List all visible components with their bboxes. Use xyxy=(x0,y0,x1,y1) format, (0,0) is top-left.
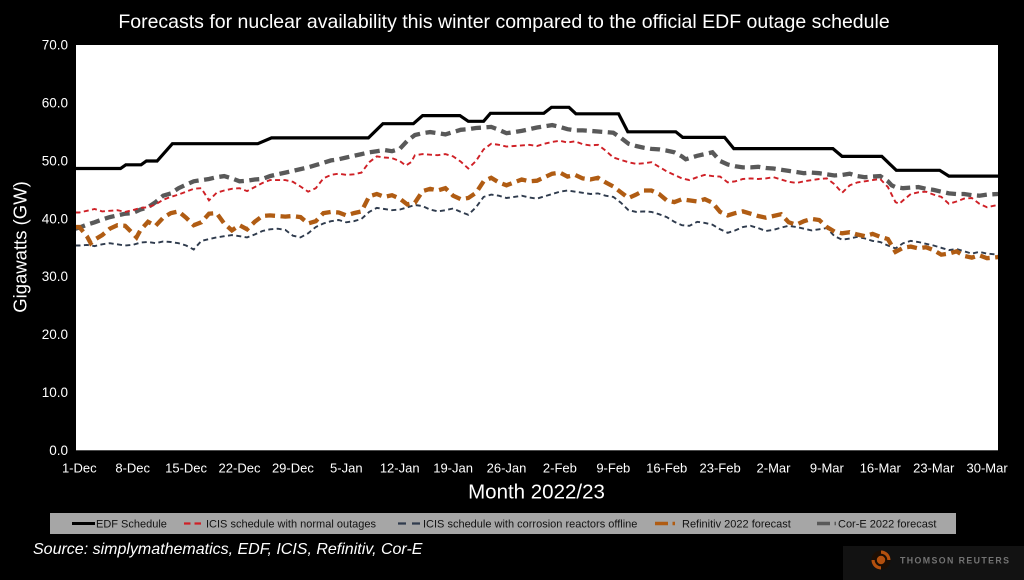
svg-text:15-Dec: 15-Dec xyxy=(165,461,207,476)
svg-text:0.0: 0.0 xyxy=(49,443,68,458)
svg-text:Month 2022/23: Month 2022/23 xyxy=(468,481,605,504)
svg-text:EDF Schedule: EDF Schedule xyxy=(96,518,167,530)
svg-text:30-Mar: 30-Mar xyxy=(967,461,1009,476)
svg-text:12-Jan: 12-Jan xyxy=(380,461,420,476)
svg-text:Refinitiv 2022 forecast: Refinitiv 2022 forecast xyxy=(682,518,791,530)
svg-text:ICIS schedule with normal outa: ICIS schedule with normal outages xyxy=(206,518,376,530)
svg-text:23-Mar: 23-Mar xyxy=(913,461,955,476)
svg-text:THOMSON REUTERS: THOMSON REUTERS xyxy=(900,556,1010,566)
svg-text:29-Dec: 29-Dec xyxy=(272,461,314,476)
svg-text:16-Mar: 16-Mar xyxy=(860,461,902,476)
svg-text:19-Jan: 19-Jan xyxy=(433,461,473,476)
svg-text:5-Jan: 5-Jan xyxy=(330,461,363,476)
svg-text:23-Feb: 23-Feb xyxy=(699,461,740,476)
svg-text:40.0: 40.0 xyxy=(42,211,68,226)
svg-text:16-Feb: 16-Feb xyxy=(646,461,687,476)
svg-text:2-Mar: 2-Mar xyxy=(757,461,792,476)
svg-text:9-Feb: 9-Feb xyxy=(596,461,630,476)
svg-text:26-Jan: 26-Jan xyxy=(487,461,527,476)
svg-text:8-Dec: 8-Dec xyxy=(115,461,150,476)
svg-text:1-Dec: 1-Dec xyxy=(62,461,97,476)
svg-text:Cor-E 2022 forecast: Cor-E 2022 forecast xyxy=(838,518,936,530)
svg-text:Gigawatts (GW): Gigawatts (GW) xyxy=(10,181,31,313)
svg-text:30.0: 30.0 xyxy=(42,269,68,284)
svg-text:50.0: 50.0 xyxy=(42,153,68,168)
svg-text:9-Mar: 9-Mar xyxy=(810,461,845,476)
svg-text:10.0: 10.0 xyxy=(42,385,68,400)
svg-text:22-Dec: 22-Dec xyxy=(219,461,261,476)
svg-text:2-Feb: 2-Feb xyxy=(543,461,577,476)
svg-text:20.0: 20.0 xyxy=(42,327,68,342)
svg-text:ICIS schedule with corrosion r: ICIS schedule with corrosion reactors of… xyxy=(423,518,637,530)
svg-text:60.0: 60.0 xyxy=(42,96,68,111)
svg-text:70.0: 70.0 xyxy=(42,38,68,53)
